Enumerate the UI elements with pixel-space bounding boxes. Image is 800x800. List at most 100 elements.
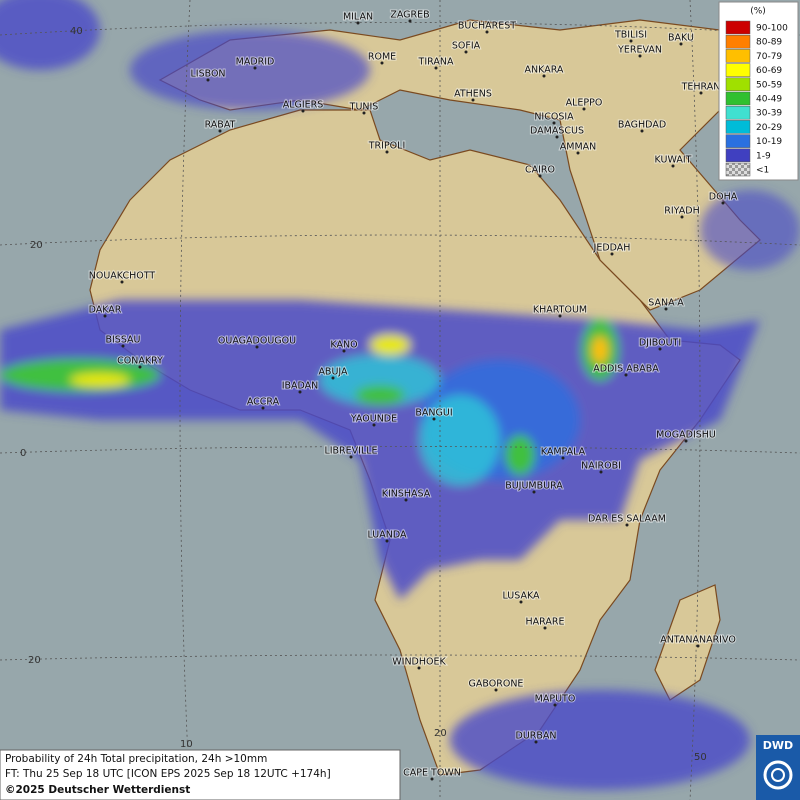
city-dot <box>543 626 547 630</box>
city-label: DURBAN <box>516 731 557 742</box>
legend-label: 1-9 <box>756 151 771 161</box>
city-label: ATHENS <box>454 89 492 100</box>
caption: Probability of 24h Total precipitation, … <box>0 749 401 800</box>
city-dot <box>699 91 703 95</box>
legend-label: 90-100 <box>756 24 788 34</box>
grid-label: 20 <box>434 728 447 739</box>
city-dot <box>625 523 629 527</box>
city-dot <box>417 666 421 670</box>
city-label: SANA'A <box>648 298 684 309</box>
caption-line: FT: Thu 25 Sep 18 UTC [ICON EPS 2025 Sep… <box>5 768 331 780</box>
city-label: ADDIS ABABA <box>593 364 659 375</box>
city-dot <box>432 417 436 421</box>
logo-icon <box>771 768 785 782</box>
legend-label: 50-59 <box>756 80 782 90</box>
legend-label: 80-89 <box>756 38 782 48</box>
city-dot <box>519 600 523 604</box>
city-label: MAPUTO <box>535 694 576 705</box>
city-dot <box>255 345 259 349</box>
legend-label: 40-49 <box>756 95 782 105</box>
grid-label: 20 <box>30 240 43 251</box>
city-dot <box>576 151 580 155</box>
city-label: BISSAU <box>105 335 140 346</box>
city-dot <box>206 78 210 82</box>
city-label: BAGHDAD <box>618 120 666 131</box>
city-dot <box>610 252 614 256</box>
caption-box <box>0 749 401 800</box>
city-dot <box>542 74 546 78</box>
city-dot <box>561 456 565 460</box>
city-label: MADRID <box>236 57 275 68</box>
city-label: LUSAKA <box>502 591 540 602</box>
city-dot <box>671 164 675 168</box>
city-dot <box>696 644 700 648</box>
city-dot <box>664 307 668 311</box>
grid-label: 0 <box>20 448 26 459</box>
legend-label: 30-39 <box>756 109 782 119</box>
legend-swatch <box>725 63 751 77</box>
city-dot <box>485 30 489 34</box>
city-dot <box>404 498 408 502</box>
city-dot <box>253 66 257 70</box>
city-dot <box>362 111 366 115</box>
city-dot <box>532 490 536 494</box>
city-label: BANGUI <box>415 408 452 419</box>
city-dot <box>218 129 222 133</box>
city-dot <box>385 539 389 543</box>
city-dot <box>298 390 302 394</box>
city-label: ANTANANARIVO <box>660 635 736 646</box>
city-dot <box>599 470 603 474</box>
grid-label: 50 <box>694 752 707 763</box>
city-label: TUNIS <box>349 102 379 113</box>
legend-swatch <box>725 91 751 106</box>
city-dot <box>372 423 376 427</box>
city-label: DOHA <box>709 192 738 203</box>
city-dot <box>380 61 384 65</box>
city-dot <box>103 314 107 318</box>
city-label: ROME <box>368 52 396 63</box>
city-dot <box>349 455 353 459</box>
city-label: RABAT <box>205 120 236 131</box>
legend-swatch <box>725 20 751 35</box>
city-label: ACCRA <box>247 397 280 408</box>
city-label: CAIRO <box>525 165 555 176</box>
legend-swatch <box>725 162 751 177</box>
city-dot <box>680 215 684 219</box>
city-dot <box>261 406 265 410</box>
city-label: KANO <box>330 340 357 351</box>
city-label: CAPE TOWN <box>403 768 461 779</box>
grid-label: 20 <box>28 655 41 666</box>
city-dot <box>385 150 389 154</box>
city-dot <box>471 98 475 102</box>
city-label: DJIBOUTI <box>639 338 681 349</box>
city-label: ABUJA <box>318 367 348 378</box>
city-dot <box>301 109 305 113</box>
legend-swatch <box>725 148 751 163</box>
city-dot <box>679 42 683 46</box>
city-label: MOGADISHU <box>656 430 716 441</box>
city-label: HARARE <box>526 617 565 628</box>
city-dot <box>555 135 559 139</box>
city-label: ALGIERS <box>283 100 324 111</box>
legend: (%) 90-100 80-89 70-79 60-69 50-59 40-49 30-39… <box>718 1 799 181</box>
city-label: BUCHAREST <box>458 21 516 32</box>
city-label: OUAGADOUGOU <box>218 336 296 347</box>
city-dot <box>331 376 335 380</box>
legend-swatch <box>725 49 751 63</box>
city-label: KAMPALA <box>541 447 586 458</box>
legend-swatch <box>725 34 751 49</box>
logo: DWD <box>756 735 800 800</box>
city-label: LISBON <box>190 69 225 80</box>
city-dot <box>552 121 556 125</box>
city-label: ANKARA <box>525 65 564 76</box>
city-dot <box>120 280 124 284</box>
city-label: AMMAN <box>560 142 597 153</box>
city-label: WINDHOEK <box>392 657 446 668</box>
city-label: JEDDAH <box>593 243 631 254</box>
legend-swatch <box>725 120 751 134</box>
city-dot <box>121 344 125 348</box>
city-label: DAKAR <box>89 305 122 316</box>
city-dot <box>430 777 434 781</box>
